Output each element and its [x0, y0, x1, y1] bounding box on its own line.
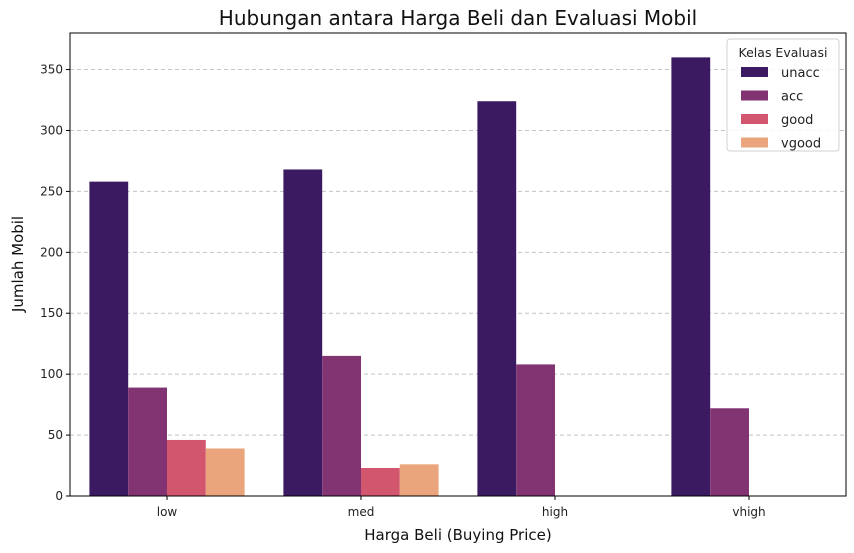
bar-good-med [361, 467, 400, 496]
y-tick-label: 250 [40, 184, 63, 198]
legend-swatch-unacc [741, 67, 768, 77]
bar-unacc-med [283, 169, 323, 496]
x-tick-label: low [157, 505, 178, 519]
legend-title: Kelas Evaluasi [739, 45, 828, 60]
bar-good-low [167, 439, 206, 496]
bars [89, 57, 749, 497]
y-axis-title: Jumlah Mobil [9, 216, 27, 313]
x-axis-title: Harga Beli (Buying Price) [364, 526, 551, 544]
legend-swatch-good [741, 114, 768, 124]
grid-lines [70, 69, 846, 497]
bar-acc-vhigh [710, 408, 749, 496]
chart-title: Hubungan antara Harga Beli dan Evaluasi … [219, 6, 697, 30]
legend-swatch-acc [741, 90, 768, 101]
legend-label-unacc: unacc [781, 66, 820, 81]
y-tick-label: 0 [55, 489, 63, 503]
plot-frame [69, 32, 847, 497]
x-axis: low med high vhigh [157, 496, 766, 519]
bar-acc-low [128, 387, 167, 496]
y-tick-label: 150 [40, 306, 63, 320]
legend: Kelas Evaluasi unacc acc good vgood [726, 38, 840, 152]
bar-vgood-low [205, 448, 245, 496]
bar-vgood-med [399, 464, 439, 496]
bar-unacc-vhigh [671, 57, 711, 497]
bar-acc-high [516, 364, 555, 496]
y-tick-label: 50 [48, 428, 63, 442]
y-tick-label: 200 [40, 245, 63, 259]
x-tick-label: high [542, 505, 568, 519]
legend-swatch-vgood [741, 137, 768, 148]
bar-unacc-high [477, 101, 517, 497]
y-tick-label: 300 [40, 123, 63, 137]
bar-unacc-low [89, 181, 129, 496]
legend-label-acc: acc [781, 90, 803, 105]
bar-acc-med [322, 355, 361, 496]
x-tick-label: vhigh [732, 505, 765, 519]
y-tick-label: 350 [40, 63, 63, 77]
legend-label-good: good [781, 113, 813, 128]
y-tick-label: 100 [40, 367, 63, 381]
x-tick-label: med [348, 505, 375, 519]
legend-label-vgood: vgood [781, 137, 821, 152]
y-axis: 0 50 100 150 200 250 300 350 [40, 63, 70, 503]
